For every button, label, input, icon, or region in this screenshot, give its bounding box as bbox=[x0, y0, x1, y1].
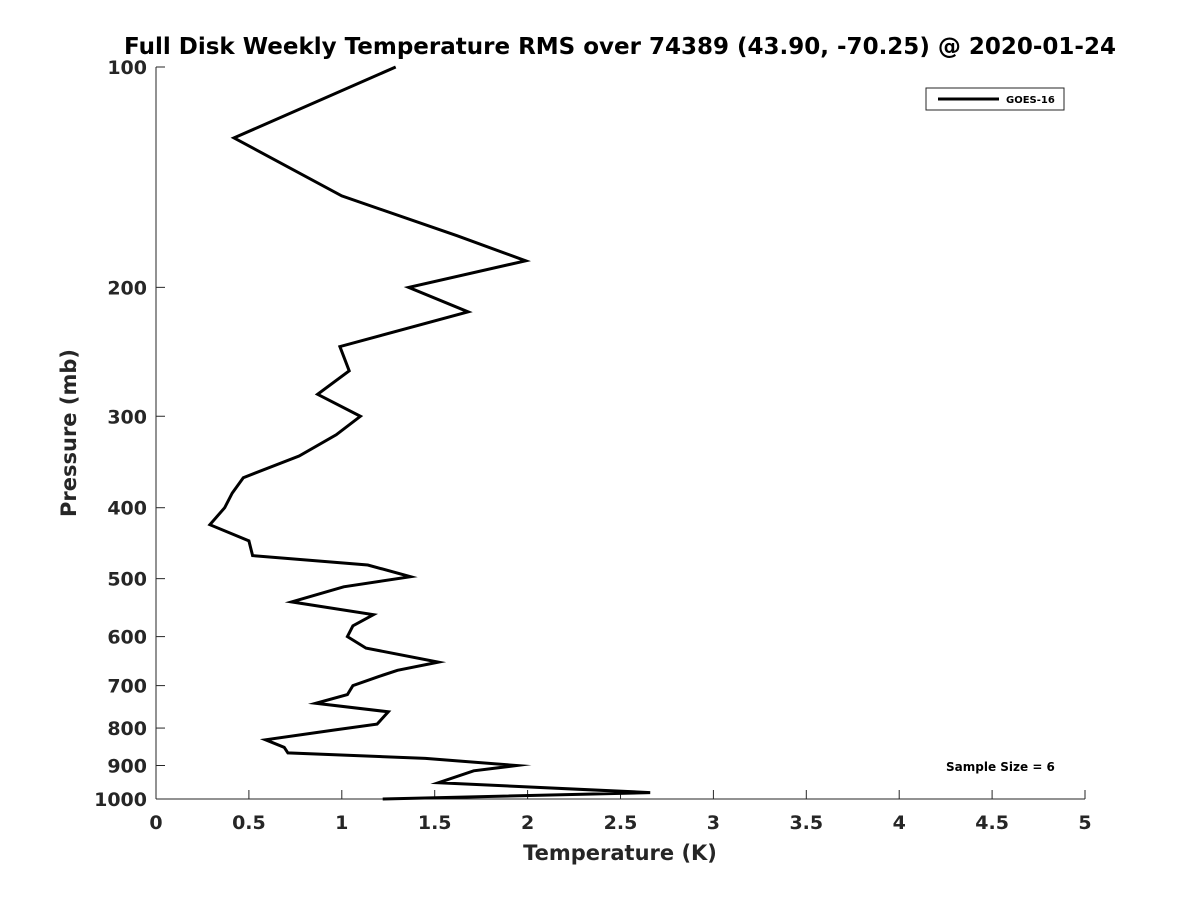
legend-label: GOES-16 bbox=[1006, 95, 1055, 106]
series-layer bbox=[207, 65, 651, 801]
x-tick-label: 4 bbox=[893, 812, 906, 834]
x-tick-label: 0.5 bbox=[232, 812, 266, 834]
y-axis-label: Pressure (mb) bbox=[57, 349, 81, 517]
x-tick-label: 0 bbox=[149, 812, 162, 834]
x-tick-label: 3 bbox=[707, 812, 720, 834]
plot-area: 0 0.5 1 1.5 2 2.5 3 3.5 4 4.5 5 100 200 300 400 500 600… bbox=[94, 57, 1092, 834]
x-tick-label: 2 bbox=[521, 812, 534, 834]
y-tick-label: 700 bbox=[107, 676, 147, 698]
y-tick-label: 400 bbox=[107, 498, 147, 520]
x-tick-label: 1.5 bbox=[418, 812, 452, 834]
series-line bbox=[207, 65, 651, 801]
y-tick-label: 800 bbox=[107, 718, 147, 740]
x-tick-label: 2.5 bbox=[604, 812, 638, 834]
x-axis-ticks: 0 0.5 1 1.5 2 2.5 3 3.5 4 4.5 5 bbox=[149, 790, 1092, 834]
y-tick-label: 200 bbox=[107, 277, 147, 299]
x-tick-label: 1 bbox=[335, 812, 348, 834]
y-axis-ticks: 100 200 300 400 500 600 700 800 900 1000 bbox=[94, 57, 165, 811]
y-tick-label: 300 bbox=[107, 406, 147, 428]
y-tick-label: 600 bbox=[107, 627, 147, 649]
x-tick-label: 5 bbox=[1078, 812, 1091, 834]
x-tick-label: 3.5 bbox=[789, 812, 823, 834]
sample-size-annotation: Sample Size = 6 bbox=[946, 760, 1055, 774]
legend: GOES-16 bbox=[925, 87, 1065, 111]
chart-title: Full Disk Weekly Temperature RMS over 74… bbox=[124, 34, 1116, 60]
y-tick-label: 500 bbox=[107, 569, 147, 591]
x-tick-label: 4.5 bbox=[975, 812, 1009, 834]
x-axis-label: Temperature (K) bbox=[523, 841, 717, 865]
y-tick-label: 900 bbox=[107, 756, 147, 778]
y-tick-label: 100 bbox=[107, 57, 147, 79]
y-tick-label: 1000 bbox=[94, 789, 147, 811]
